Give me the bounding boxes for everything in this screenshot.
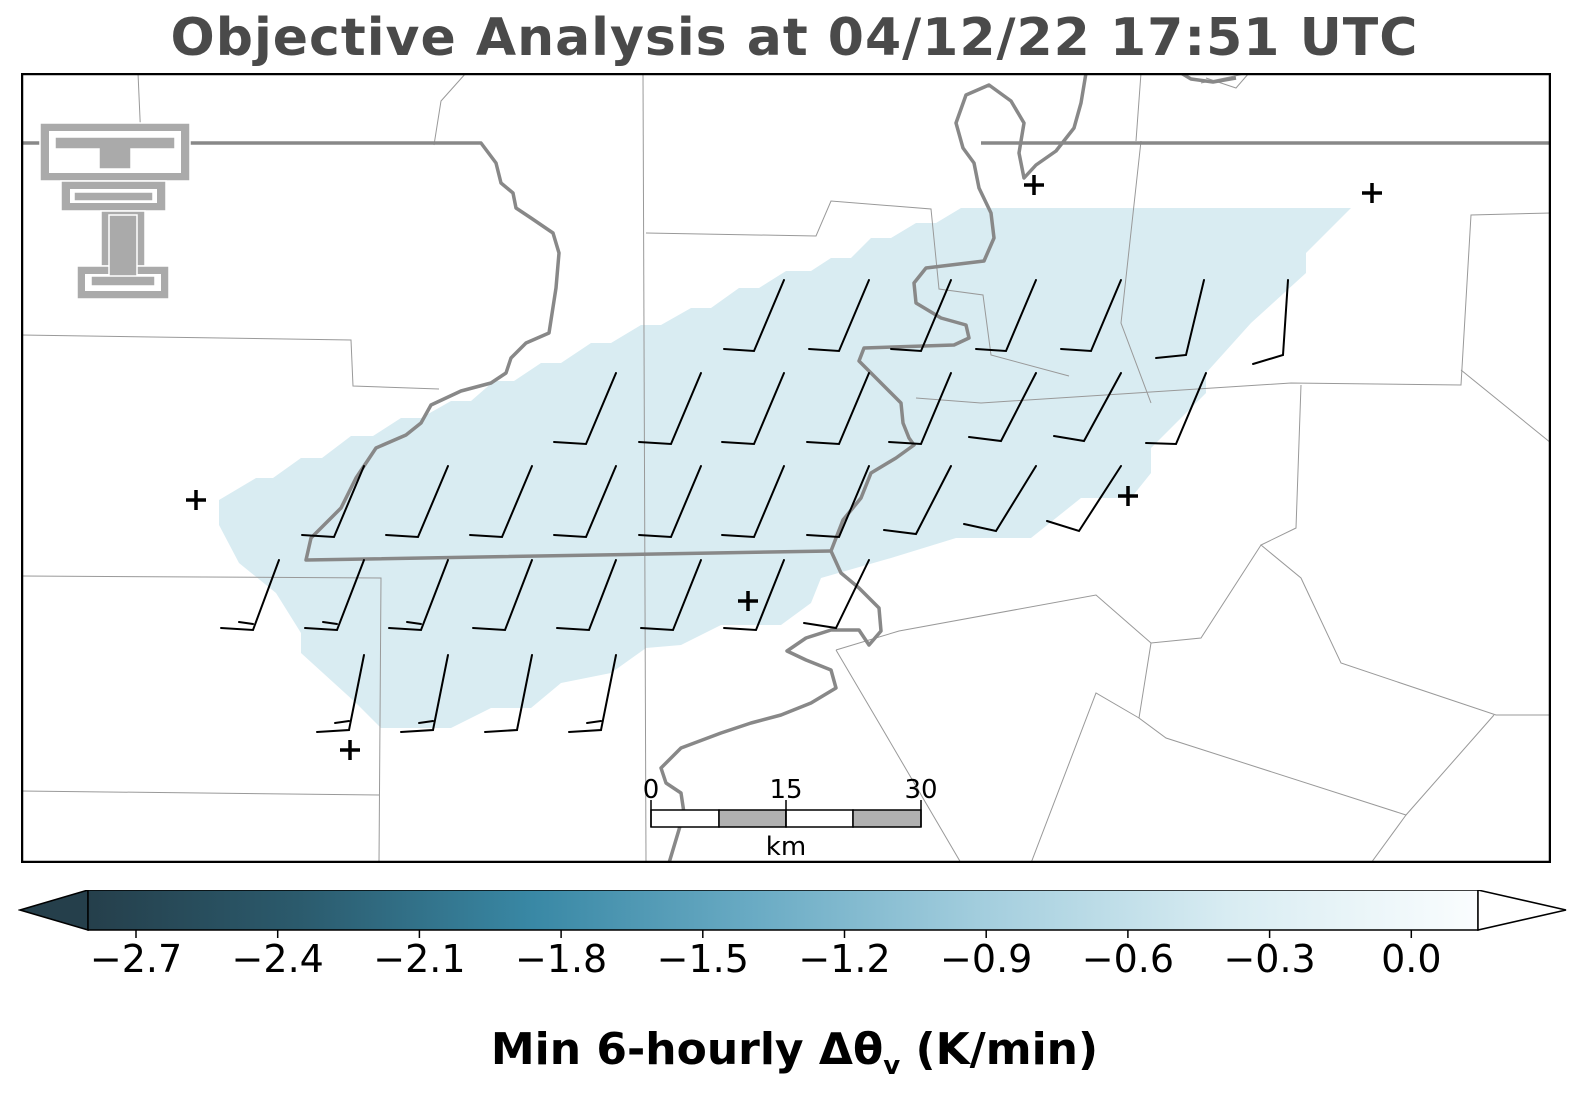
scale-bar: 0 15 30 km bbox=[643, 775, 938, 862]
map-panel: 0 15 30 km bbox=[21, 73, 1551, 863]
station-marker bbox=[1362, 183, 1382, 203]
colorbar-label-main: Min 6-hourly Δθ bbox=[490, 1024, 884, 1075]
wind-barb bbox=[316, 654, 365, 733]
map-frame bbox=[21, 73, 1551, 863]
wind-barb bbox=[883, 465, 952, 536]
wind-barb bbox=[638, 465, 702, 539]
station-marker bbox=[738, 591, 758, 611]
wind-barb bbox=[568, 654, 617, 733]
wind-barb bbox=[975, 279, 1037, 353]
wind-barb bbox=[640, 559, 702, 632]
wind-barb bbox=[1155, 279, 1205, 359]
station-marker bbox=[1024, 175, 1044, 195]
wind-barb bbox=[888, 372, 952, 446]
wind-barb bbox=[806, 372, 870, 446]
colorbar-tick-label: −0.6 bbox=[1082, 937, 1174, 981]
county-boundaries bbox=[21, 73, 1551, 863]
station-marker bbox=[340, 740, 360, 760]
wind-barb bbox=[388, 559, 449, 632]
wind-barb bbox=[553, 372, 617, 446]
wind-barb bbox=[806, 465, 870, 539]
colorbar-tick-label: −1.2 bbox=[798, 937, 890, 981]
scale-label-30: 30 bbox=[904, 775, 937, 805]
wind-barb bbox=[723, 559, 785, 632]
wind-barb bbox=[723, 279, 785, 353]
wind-barb bbox=[1060, 279, 1122, 353]
wind-barb bbox=[808, 279, 870, 353]
wind-barb bbox=[638, 372, 702, 446]
wind-barb bbox=[469, 465, 533, 539]
colorbar-tick-label: −0.9 bbox=[940, 937, 1032, 981]
texas-tech-logo bbox=[39, 122, 191, 300]
colorbar-tick-label: −2.7 bbox=[90, 937, 182, 981]
colorbar-tick-label: −0.3 bbox=[1223, 937, 1315, 981]
colorbar-label-sub: v bbox=[883, 1050, 901, 1081]
colorbar: −2.7 −2.4 −2.1 −1.8 −1.5 −1.2 −0.9 −0.6 −0.3 0.0 bbox=[18, 890, 1567, 981]
wind-barb bbox=[968, 372, 1037, 443]
wind-barb bbox=[301, 465, 365, 539]
wind-barb bbox=[890, 279, 952, 353]
wind-barb bbox=[1053, 372, 1122, 443]
colorbar-tick-label: −1.8 bbox=[515, 937, 607, 981]
colorbar-tick-label: −1.5 bbox=[657, 937, 749, 981]
wind-barb bbox=[220, 559, 280, 632]
colorbar-extend-min bbox=[18, 890, 89, 932]
state-boundaries bbox=[21, 73, 1551, 863]
wind-barb bbox=[304, 559, 365, 632]
analysis-region bbox=[219, 208, 1351, 728]
wind-barb bbox=[1252, 279, 1289, 365]
colorbar-label-unit: (K/min) bbox=[900, 1024, 1099, 1075]
wind-barb bbox=[803, 559, 870, 630]
wind-barb bbox=[472, 559, 533, 632]
wind-barb bbox=[1145, 372, 1207, 446]
colorbar-extend-max bbox=[1477, 890, 1567, 931]
colorbar-label: Min 6-hourly Δθv (K/min) bbox=[0, 1024, 1589, 1081]
wind-barb bbox=[963, 465, 1037, 533]
map-title: Objective Analysis at 04/12/22 17:51 UTC bbox=[170, 8, 1419, 68]
wind-barb bbox=[400, 654, 449, 733]
wind-barb bbox=[484, 654, 533, 733]
colorbar-tick-label: −2.4 bbox=[232, 937, 324, 981]
wind-barb bbox=[721, 465, 785, 539]
station-marker bbox=[186, 490, 206, 510]
wind-barb bbox=[721, 372, 785, 446]
colorbar-body bbox=[87, 890, 1479, 931]
wind-barb bbox=[385, 465, 449, 539]
scale-unit: km bbox=[766, 832, 806, 862]
wind-barb bbox=[1046, 465, 1122, 533]
wind-barbs bbox=[220, 279, 1289, 733]
colorbar-tick-label: 0.0 bbox=[1381, 937, 1441, 981]
colorbar-tick-label: −2.1 bbox=[373, 937, 465, 981]
wind-barb bbox=[553, 465, 617, 539]
scale-label-15: 15 bbox=[769, 775, 802, 805]
scale-label-0: 0 bbox=[643, 775, 660, 805]
station-marker bbox=[1118, 486, 1138, 506]
wind-barb bbox=[556, 559, 617, 632]
colorbar-ticks: −2.7 −2.4 −2.1 −1.8 −1.5 −1.2 −0.9 −0.6 −0.3 0.0 bbox=[90, 930, 1442, 981]
station-markers bbox=[186, 175, 1382, 760]
